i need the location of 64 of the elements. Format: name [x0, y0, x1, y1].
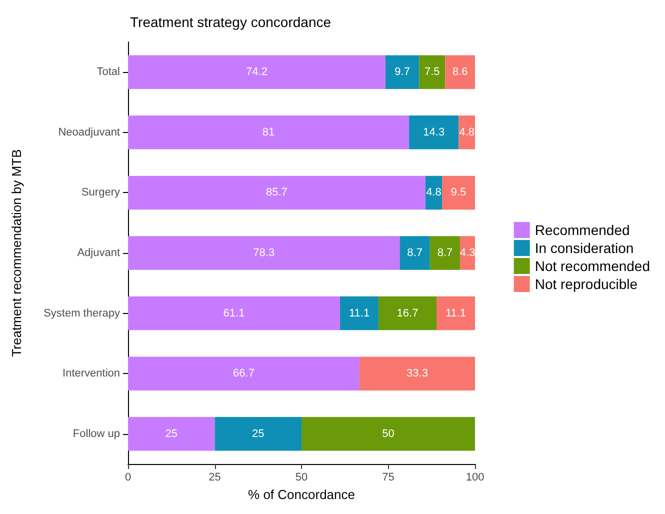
data-label: 9.5	[450, 186, 466, 199]
x-tick-label: 100	[466, 472, 484, 484]
bar	[128, 176, 426, 210]
bar	[128, 55, 386, 90]
data-label: 8.6	[452, 66, 468, 78]
bar	[430, 236, 460, 270]
data-label: 66.7	[233, 368, 254, 380]
data-label: 11.1	[445, 307, 466, 320]
bar	[436, 296, 475, 330]
y-tick-label: Surgery	[81, 186, 120, 199]
y-tick-label: Intervention	[62, 368, 120, 380]
data-label: 81	[262, 126, 275, 138]
data-label: 4.8	[426, 186, 442, 199]
bar	[128, 416, 215, 451]
bar	[419, 55, 446, 90]
bar	[409, 116, 459, 150]
x-axis-title: % of Concordance	[248, 486, 355, 502]
bar	[128, 236, 400, 270]
bar	[445, 55, 475, 90]
data-label: 33.3	[406, 368, 428, 380]
data-label: 85.7	[266, 186, 288, 199]
bar	[214, 416, 302, 451]
y-axis-title: Treatment recommendation by MTB	[9, 149, 24, 357]
data-label: 9.7	[394, 66, 410, 78]
data-label: 7.5	[424, 66, 440, 78]
data-label: 78.3	[253, 247, 275, 259]
x-tick-label: 50	[295, 472, 308, 484]
data-label: 50	[382, 428, 394, 440]
x-tick-label: 75	[382, 472, 394, 484]
data-label: 74.2	[246, 66, 268, 78]
bar	[128, 116, 410, 150]
y-tick-label: Neoadjuvant	[58, 126, 120, 138]
chart-title: Treatment strategy concordance	[130, 14, 332, 30]
legend-label: Not recommended	[534, 258, 650, 274]
x-tick-label: 25	[208, 472, 221, 484]
data-label: 25	[252, 428, 264, 440]
y-tick-label: System therapy	[44, 307, 120, 320]
data-label: 11.1	[348, 307, 370, 320]
data-label: 25	[165, 428, 178, 440]
bar	[128, 356, 360, 390]
bar	[302, 416, 475, 451]
bar	[442, 176, 475, 210]
data-label: 16.7	[396, 307, 418, 320]
bar	[340, 296, 379, 330]
bar	[458, 116, 475, 150]
bar	[460, 236, 475, 270]
legend-label: In consideration	[534, 240, 634, 256]
data-label: 8.7	[437, 247, 453, 259]
x-tick-label: 0	[124, 472, 132, 484]
bar	[378, 296, 436, 330]
data-label: 8.7	[407, 247, 422, 259]
y-tick-label: Total	[96, 66, 120, 78]
data-label: 4.3	[460, 247, 476, 259]
data-label: 4.8	[459, 126, 474, 138]
data-label: 61.1	[223, 307, 245, 320]
y-tick-label: Follow up	[72, 428, 120, 440]
legend-label: Recommended	[534, 222, 630, 238]
data-label: 14.3	[423, 126, 445, 138]
bar	[128, 296, 340, 330]
bar	[400, 236, 430, 270]
y-tick-label: Adjuvant	[77, 247, 120, 259]
bar	[359, 356, 475, 390]
bar	[385, 55, 420, 90]
legend-label: Not reproducible	[534, 276, 638, 292]
